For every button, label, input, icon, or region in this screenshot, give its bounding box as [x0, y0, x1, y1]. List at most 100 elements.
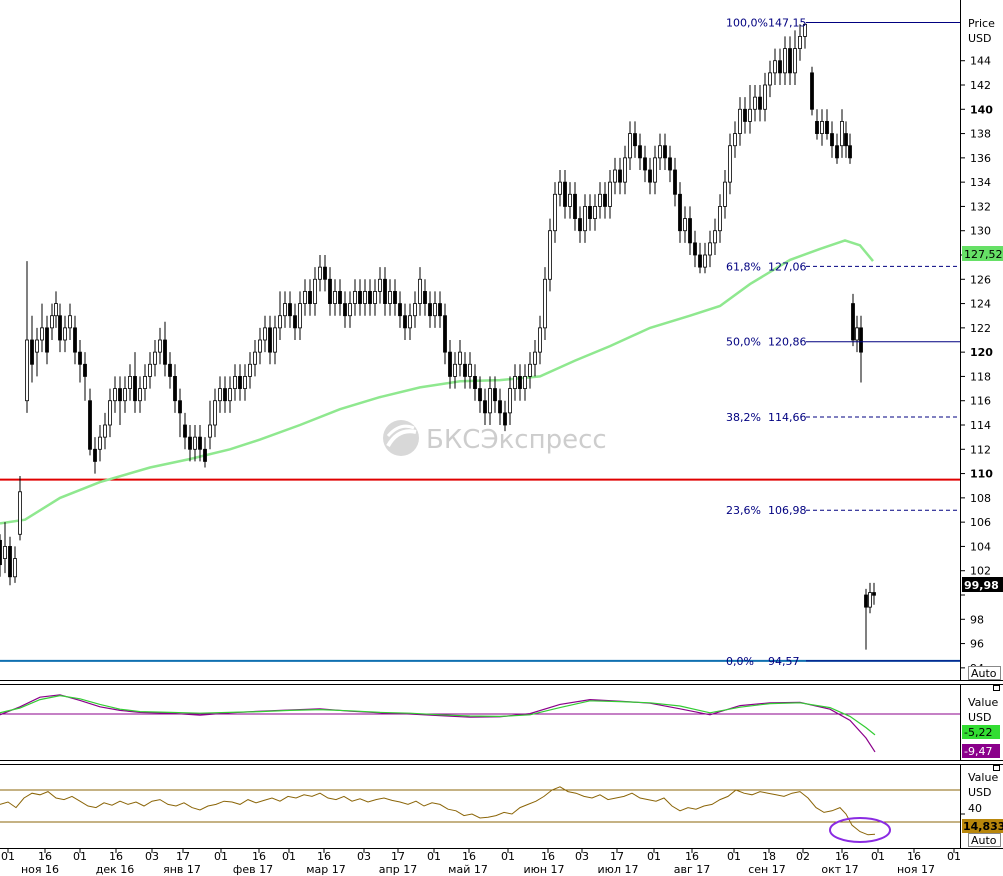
- candle-body: [763, 84, 767, 110]
- candle: [158, 327, 162, 365]
- price-tick-label: 136: [970, 152, 991, 165]
- time-tick-label: 16: [835, 850, 849, 863]
- candle: [283, 291, 287, 328]
- candle-body: [548, 230, 552, 280]
- candle-body: [868, 592, 872, 608]
- rsi-value: 14,833: [963, 820, 1003, 833]
- price-tick-label: 120: [970, 346, 993, 359]
- candle-body: [403, 315, 407, 329]
- candle-body: [228, 388, 232, 402]
- candle-body: [223, 388, 227, 402]
- candle-body: [844, 133, 848, 147]
- fibonacci-price: 127,06: [768, 260, 807, 273]
- candle: [598, 182, 602, 219]
- candle-body: [543, 278, 547, 329]
- candle-body: [783, 48, 787, 74]
- price-tick-label: 140: [970, 103, 993, 116]
- candle: [713, 218, 717, 255]
- candle: [573, 182, 577, 231]
- candle: [638, 133, 642, 170]
- candle-body: [768, 72, 772, 86]
- candle-body: [35, 339, 39, 353]
- fibonacci-percent: 0,0%: [726, 655, 754, 668]
- auto-scale-button[interactable]: Auto: [968, 666, 1001, 681]
- candle-body: [73, 327, 77, 353]
- price-axis-title: Price: [968, 17, 995, 30]
- panel-resize-handles[interactable]: [993, 685, 1000, 771]
- candle-body: [3, 546, 7, 559]
- candle: [428, 291, 432, 328]
- candle-body: [25, 339, 29, 402]
- month-label: май 17: [448, 863, 488, 876]
- candle-body: [303, 291, 307, 304]
- candle-body: [183, 424, 187, 438]
- candle: [54, 291, 58, 328]
- candle: [488, 376, 492, 425]
- fibonacci-percent: 38,2%: [726, 411, 761, 424]
- candle: [748, 85, 752, 134]
- candle: [872, 582, 876, 605]
- macd-axis-unit: USD: [968, 711, 992, 724]
- price-tick-label: 112: [970, 443, 991, 456]
- candle-body: [743, 108, 747, 122]
- candle-body: [820, 121, 824, 134]
- candle: [208, 400, 212, 450]
- candle: [593, 194, 597, 231]
- candle-body: [78, 351, 82, 365]
- candle-body: [668, 157, 672, 171]
- candle: [553, 182, 557, 243]
- candle: [18, 476, 22, 541]
- candle-body: [830, 133, 834, 147]
- candle: [643, 145, 647, 183]
- price-tick-label: 96: [970, 638, 984, 651]
- candle-body: [825, 121, 829, 134]
- candle-body: [248, 363, 252, 377]
- candle: [788, 36, 792, 85]
- candle: [298, 291, 302, 340]
- candle-body: [273, 327, 277, 353]
- candle-body: [628, 133, 632, 159]
- candle: [58, 303, 62, 353]
- candle-body: [523, 376, 527, 389]
- candle: [603, 182, 607, 219]
- candle: [83, 352, 87, 401]
- candle: [98, 425, 102, 462]
- candle-body: [208, 424, 212, 438]
- candle-body: [353, 291, 357, 304]
- candle: [728, 133, 732, 195]
- candle-body: [658, 145, 662, 159]
- candle: [103, 412, 107, 450]
- candle: [583, 194, 587, 243]
- price-tick-label: 142: [970, 79, 991, 92]
- month-label: окт 17: [821, 863, 858, 876]
- rsi-axis-unit: USD: [968, 786, 992, 799]
- candle: [203, 437, 207, 468]
- candle-body: [438, 303, 442, 317]
- main-lines: [0, 478, 960, 662]
- candle: [263, 315, 267, 353]
- time-tick-label: 03: [145, 850, 159, 863]
- candle-body: [493, 388, 497, 402]
- rsi-auto-button[interactable]: Auto: [968, 833, 1001, 848]
- candle: [13, 546, 17, 583]
- candle-body: [378, 278, 382, 292]
- price-tick-label: 102: [970, 565, 991, 578]
- candle: [138, 376, 142, 413]
- candle-body: [323, 266, 327, 280]
- fibonacci-percent: 100,0%: [726, 16, 768, 29]
- fibonacci-percent: 61,8%: [726, 260, 761, 273]
- candle: [233, 364, 237, 401]
- candle: [693, 230, 697, 268]
- candle: [608, 170, 612, 219]
- candle: [458, 340, 462, 377]
- candle: [508, 376, 512, 425]
- candle-body: [859, 327, 863, 353]
- candle: [63, 315, 67, 353]
- candle-body: [738, 108, 742, 134]
- candle: [128, 364, 132, 401]
- candle-body: [733, 133, 737, 147]
- candle: [683, 206, 687, 243]
- candle: [848, 133, 852, 164]
- candle: [703, 242, 707, 274]
- candle: [368, 279, 372, 316]
